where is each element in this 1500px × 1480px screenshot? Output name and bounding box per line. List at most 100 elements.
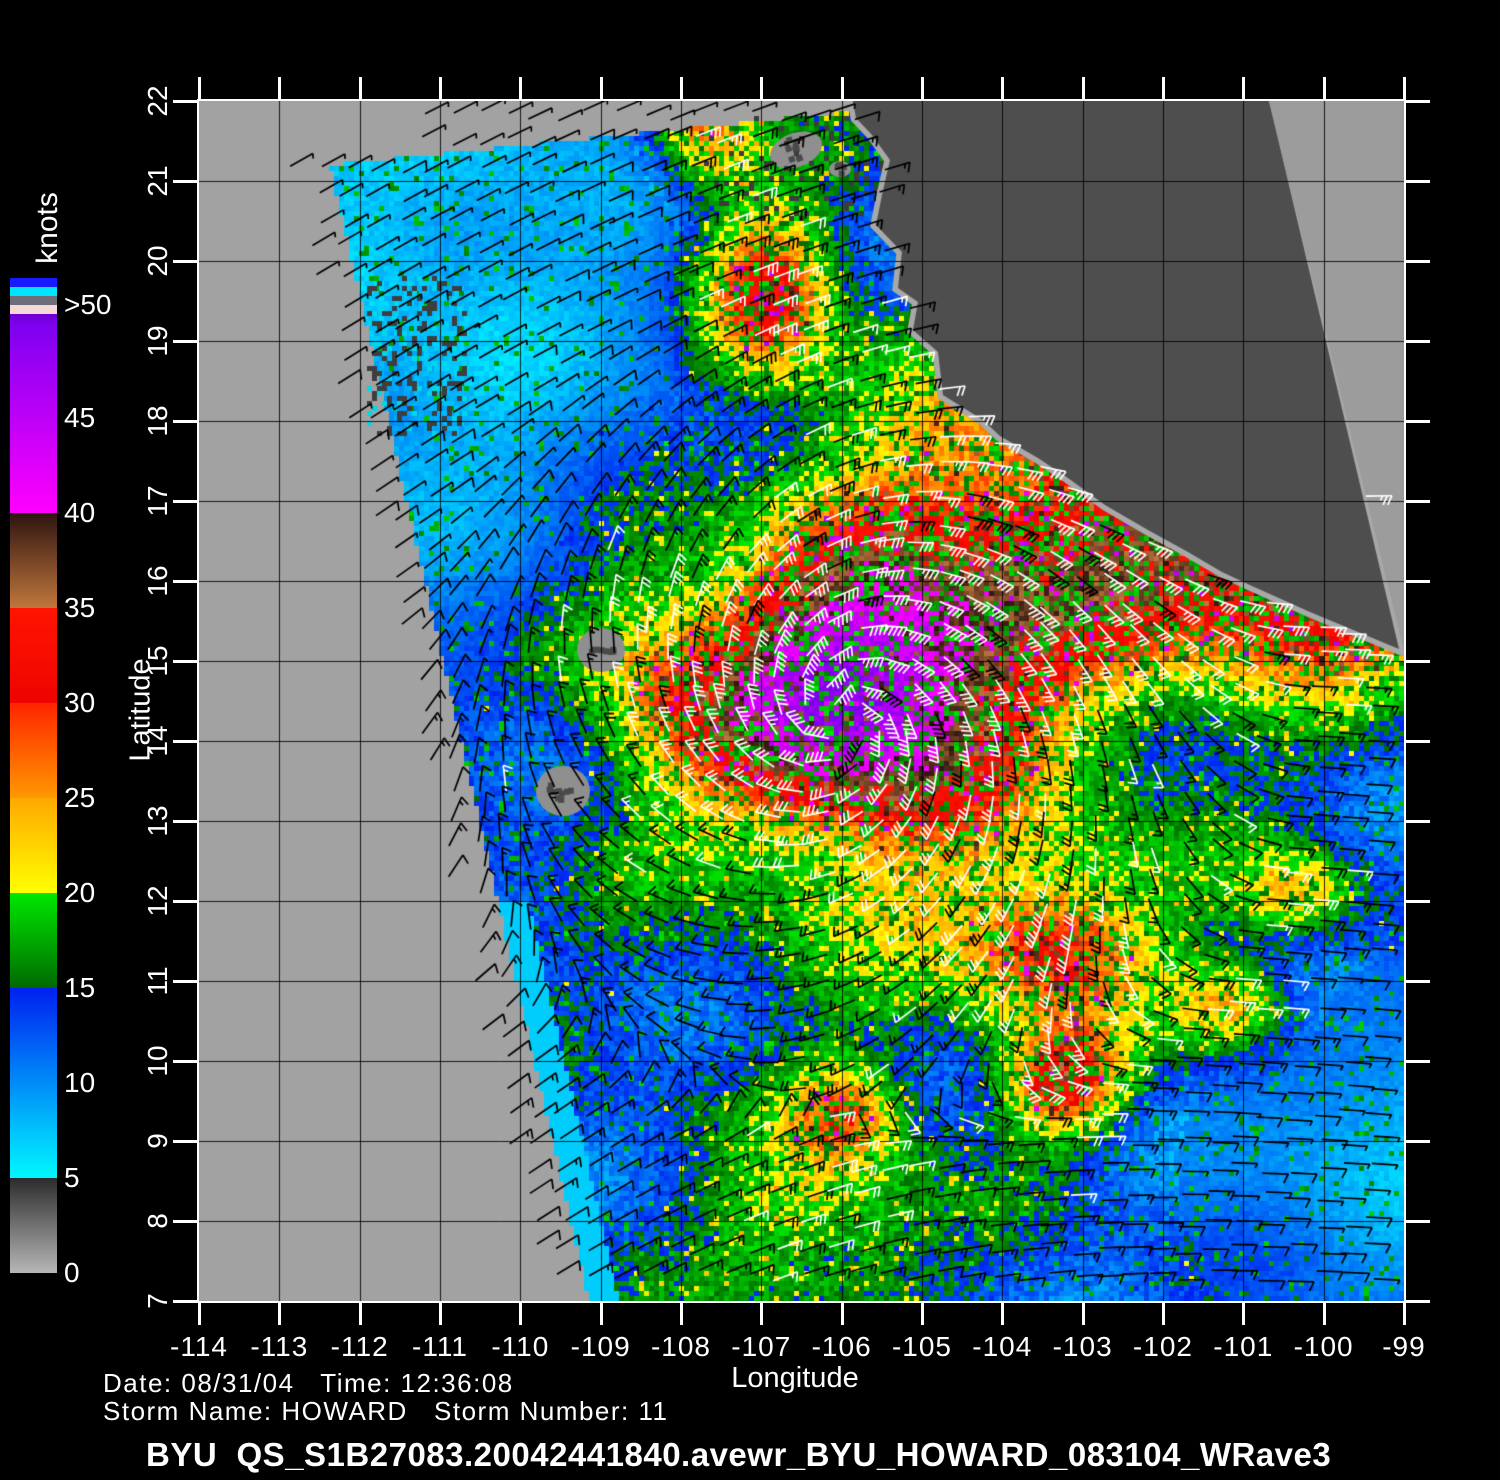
colorbar-flag-strip xyxy=(10,296,57,305)
y-tick-label: 10 xyxy=(142,1045,173,1077)
x-tick-label: -102 xyxy=(1132,1331,1193,1362)
y-tick-label: 7 xyxy=(142,1293,173,1309)
x-tick-label: -109 xyxy=(570,1331,631,1362)
x-tick-label: -110 xyxy=(491,1331,550,1362)
colorbar-segment xyxy=(10,1178,57,1273)
colorbar-tick-label: 20 xyxy=(64,877,96,908)
x-tick-label: -106 xyxy=(811,1331,872,1362)
y-axis-label: Latitude xyxy=(124,658,157,762)
axis-tick xyxy=(173,340,197,343)
axis-tick xyxy=(438,1303,442,1325)
axis-tick xyxy=(173,1300,197,1303)
axis-tick xyxy=(1242,1303,1246,1325)
axis-tick xyxy=(1406,260,1430,263)
colorbar-segment xyxy=(10,608,57,703)
axis-tick xyxy=(173,980,197,983)
colorbar-tick-label: 5 xyxy=(64,1162,80,1193)
colorbar-tick-label: 30 xyxy=(64,687,96,718)
colorbar-tick-label: >50 xyxy=(64,289,112,320)
axis-tick xyxy=(173,1220,197,1223)
axis-tick xyxy=(679,1303,683,1325)
colorbar-segment xyxy=(10,798,57,893)
axis-tick xyxy=(1406,340,1430,343)
axis-tick xyxy=(1406,740,1430,743)
axis-tick xyxy=(1081,1303,1085,1325)
axis-tick xyxy=(173,500,197,503)
colorbar-segment xyxy=(10,513,57,608)
axis-tick xyxy=(1406,900,1430,903)
colorbar-tick-label: 15 xyxy=(64,972,96,1003)
y-tick-label: 9 xyxy=(142,1133,173,1149)
colorbar-flag-strip xyxy=(10,278,57,287)
axis-tick xyxy=(173,580,197,583)
y-tick-label: 19 xyxy=(142,325,173,357)
colorbar-flag-strip xyxy=(10,287,57,296)
axis-tick xyxy=(840,1303,844,1325)
axis-tick xyxy=(1402,1303,1406,1325)
axis-tick xyxy=(173,180,197,183)
axis-tick xyxy=(1406,420,1430,423)
colorbar-segment xyxy=(10,323,57,513)
y-tick-label: 16 xyxy=(142,565,173,597)
axis-tick xyxy=(1406,1060,1430,1063)
x-tick-label: -107 xyxy=(731,1331,792,1362)
y-tick-label: 20 xyxy=(142,245,173,277)
axis-tick xyxy=(173,1060,197,1063)
axis-tick xyxy=(1406,100,1430,103)
x-tick-label: -111 xyxy=(412,1331,468,1362)
axis-tick xyxy=(1322,1303,1326,1325)
y-tick-label: 8 xyxy=(142,1213,173,1229)
y-tick-label: 21 xyxy=(142,165,173,197)
axis-tick xyxy=(173,660,197,663)
axis-tick xyxy=(278,1303,282,1325)
x-tick-label: -105 xyxy=(891,1331,952,1362)
axis-tick xyxy=(358,1303,362,1325)
x-tick-label: -112 xyxy=(330,1331,389,1362)
axis-tick xyxy=(1001,1303,1005,1325)
x-tick-label: -113 xyxy=(250,1331,309,1362)
axis-tick xyxy=(1161,1303,1165,1325)
y-tick-label: 22 xyxy=(142,85,173,117)
colorbar-tick-label: 45 xyxy=(64,402,96,433)
axis-tick xyxy=(1406,660,1430,663)
colorbar-flag-strip xyxy=(10,305,57,314)
axis-tick xyxy=(519,77,523,99)
date-time-line: Date: 08/31/04 Time: 12:36:08 xyxy=(103,1368,514,1398)
axis-tick xyxy=(1161,77,1165,99)
axis-tick xyxy=(198,77,201,99)
axis-tick xyxy=(358,77,362,99)
axis-tick xyxy=(278,77,282,99)
axis-tick xyxy=(1406,1140,1430,1143)
axis-tick xyxy=(840,77,844,99)
y-tick-label: 17 xyxy=(142,485,173,517)
colorbar-tick-label: 35 xyxy=(64,592,96,623)
colorbar-segment xyxy=(10,988,57,1178)
axis-tick xyxy=(1322,77,1326,99)
axis-tick xyxy=(438,77,442,99)
x-tick-label: -104 xyxy=(972,1331,1033,1362)
axis-tick xyxy=(198,1303,201,1325)
axis-tick xyxy=(1406,500,1430,503)
axis-tick xyxy=(173,100,197,103)
axis-tick xyxy=(519,1303,523,1325)
colorbar-tick-label: 10 xyxy=(64,1067,96,1098)
axis-tick xyxy=(1406,1300,1430,1303)
colorbar xyxy=(10,278,57,1273)
axis-tick xyxy=(1406,980,1430,983)
axis-tick xyxy=(173,420,197,423)
axis-tick xyxy=(1406,1220,1430,1223)
product-title: BYU QS_S1B27083.20042441840.avewr_BYU_HO… xyxy=(146,1436,1332,1473)
axis-tick xyxy=(1406,580,1430,583)
axis-tick xyxy=(920,1303,924,1325)
x-axis-label: Longitude xyxy=(731,1362,859,1394)
x-tick-label: -99 xyxy=(1382,1331,1426,1362)
axis-tick xyxy=(173,820,197,823)
x-tick-label: -108 xyxy=(650,1331,711,1362)
axis-tick xyxy=(1406,820,1430,823)
colorbar-segment xyxy=(10,893,57,988)
y-tick-label: 13 xyxy=(142,805,173,837)
axis-tick xyxy=(679,77,683,99)
axis-tick xyxy=(599,77,603,99)
y-tick-label: 12 xyxy=(142,885,173,917)
